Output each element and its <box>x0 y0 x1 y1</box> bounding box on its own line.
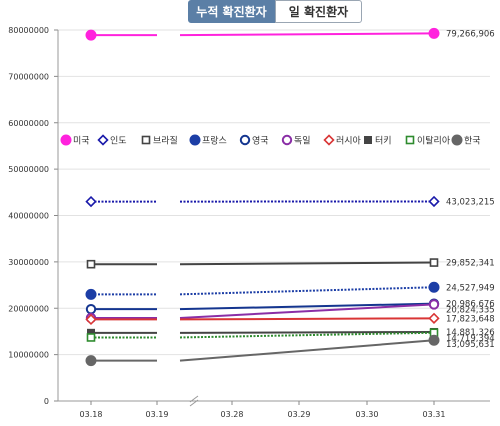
data-point <box>428 312 440 324</box>
series-line <box>179 302 435 311</box>
legend-label: 한국 <box>464 136 481 147</box>
data-label: 79,266,906 <box>446 29 495 39</box>
legend-label: 프랑스 <box>202 135 227 147</box>
data-point <box>86 259 96 269</box>
series-line <box>179 303 435 319</box>
series-line <box>179 317 435 321</box>
series-line <box>179 331 435 339</box>
series-line <box>179 286 435 296</box>
legend-label: 러시아 <box>336 136 362 147</box>
y-tick-label: 60000000 <box>8 119 49 128</box>
data-label: 20,986,676 <box>446 300 495 310</box>
y-tick-label: 70000000 <box>8 72 49 81</box>
series-line <box>179 32 435 37</box>
legend-label: 이탈리아 <box>417 136 451 147</box>
legend-marker <box>323 134 335 146</box>
legend-label: 터키 <box>375 136 392 147</box>
legend-marker <box>405 135 415 145</box>
data-point <box>85 29 97 41</box>
data-label: 43,023,215 <box>446 197 495 207</box>
tab-daily-cases[interactable]: 일 확진환자 <box>275 0 362 23</box>
legend-marker <box>97 134 109 146</box>
data-point <box>429 258 439 267</box>
legend-marker <box>60 134 72 146</box>
data-point <box>428 281 440 293</box>
data-point <box>428 299 440 310</box>
legend-marker <box>451 134 463 146</box>
data-point <box>85 195 97 208</box>
y-tick-label: 30000000 <box>8 258 49 267</box>
y-tick-label: 0 <box>44 397 49 406</box>
data-point <box>428 334 440 346</box>
data-point <box>86 333 96 342</box>
y-tick-label: 10000000 <box>8 351 49 360</box>
series-line <box>179 330 435 334</box>
data-point <box>428 27 440 39</box>
data-label: 20,824,335 <box>446 306 495 316</box>
y-tick-label: 50000000 <box>8 165 49 174</box>
legend-label: 미국 <box>73 136 90 147</box>
data-label: 14,881,326 <box>446 328 495 338</box>
data-point <box>428 195 440 208</box>
data-label: 13,095,631 <box>446 340 495 350</box>
x-tick-label: 03.18 <box>80 410 103 419</box>
legend-marker <box>189 134 201 146</box>
legend-marker <box>239 134 251 146</box>
data-label: 14,719,394 <box>446 334 495 344</box>
data-point <box>85 355 97 367</box>
legend-marker <box>364 136 372 144</box>
legend-label: 인도 <box>110 136 127 147</box>
legend-label: 독일 <box>294 136 311 147</box>
x-tick-label: 03.30 <box>356 410 379 419</box>
axis-break-mark <box>189 395 199 403</box>
data-label: 29,852,341 <box>446 259 495 269</box>
legend-label: 영국 <box>252 136 269 147</box>
legend-marker <box>141 135 151 145</box>
y-tick-label: 40000000 <box>8 212 49 221</box>
y-tick-label: 20000000 <box>8 304 49 313</box>
data-label: 17,823,648 <box>446 314 495 324</box>
tab-bar: 누적 확진환자 일 확진환자 <box>188 0 362 24</box>
legend-label: 브라질 <box>153 135 178 147</box>
data-point <box>85 288 97 300</box>
legend-marker <box>281 134 293 146</box>
x-tick-label: 03.19 <box>146 410 169 419</box>
tab-cumulative-cases[interactable]: 누적 확진환자 <box>188 0 275 23</box>
data-label: 24,527,949 <box>446 283 495 293</box>
y-tick-label: 80000000 <box>8 26 49 35</box>
x-tick-label: 03.28 <box>221 410 244 419</box>
axis-break-mark <box>189 399 199 407</box>
data-point <box>85 303 97 315</box>
series-line <box>179 261 435 266</box>
data-point <box>85 313 97 326</box>
x-tick-label: 03.29 <box>288 410 311 419</box>
x-tick-label: 03.31 <box>423 410 446 419</box>
series-line <box>179 339 435 362</box>
